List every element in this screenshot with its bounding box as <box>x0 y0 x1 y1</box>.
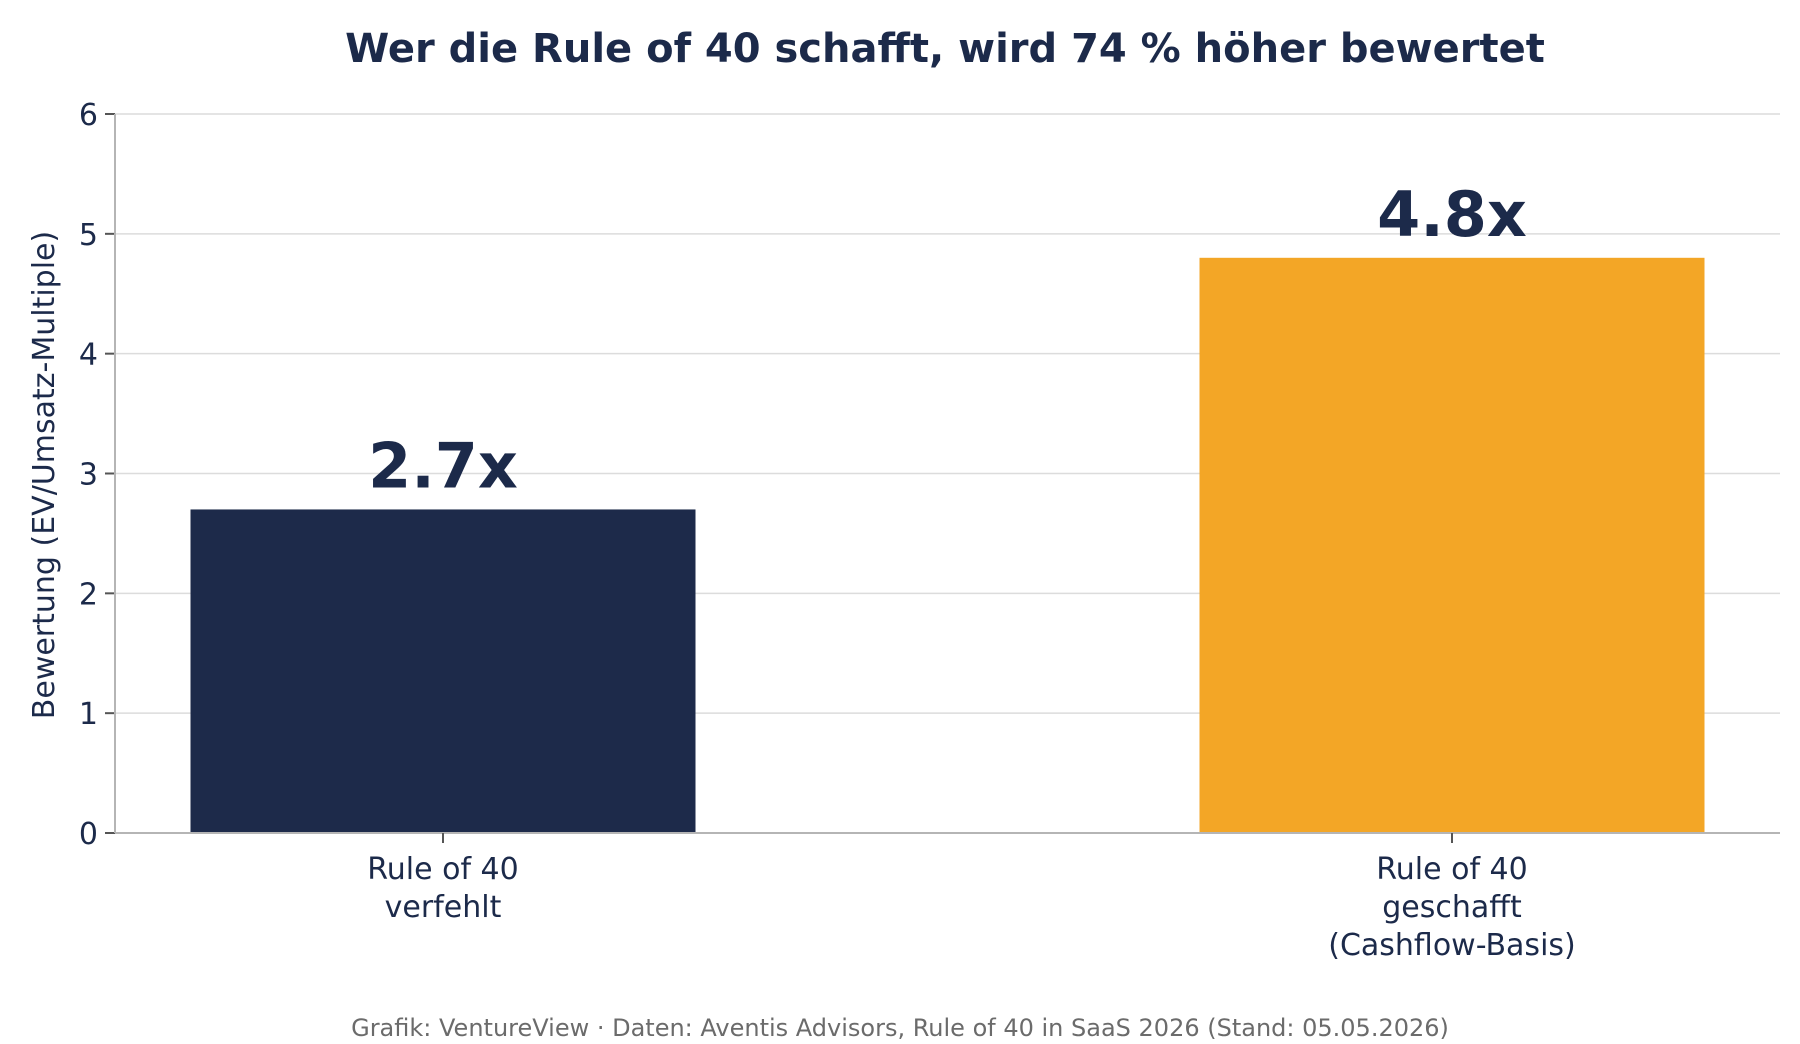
x-category-label: Rule of 40 <box>367 852 518 887</box>
x-category-label: Rule of 40 <box>1376 852 1527 887</box>
y-tick-label: 5 <box>79 218 98 253</box>
y-tick-label: 1 <box>79 697 98 732</box>
bar-value-label-0: 2.7x <box>368 429 518 502</box>
y-axis-label: Bewertung (EV/Umsatz-Multiple) <box>27 231 62 719</box>
y-tick-label: 4 <box>79 338 98 373</box>
x-category-label: (Cashflow-Basis) <box>1328 928 1576 963</box>
bar-value-label-1: 4.8x <box>1377 178 1527 251</box>
bar-0 <box>190 509 696 833</box>
y-tick-label: 6 <box>79 98 98 133</box>
bar-1 <box>1199 257 1705 833</box>
source-note: Grafik: VentureView · Daten: Aventis Adv… <box>351 1014 1449 1040</box>
x-category-label: geschafft <box>1382 890 1522 925</box>
y-tick-label: 3 <box>79 458 98 493</box>
x-category-label: verfehlt <box>385 890 502 925</box>
y-tick-label: 0 <box>79 817 98 852</box>
y-tick-label: 2 <box>79 577 98 612</box>
chart-title: Wer die Rule of 40 schafft, wird 74 % hö… <box>345 26 1545 72</box>
